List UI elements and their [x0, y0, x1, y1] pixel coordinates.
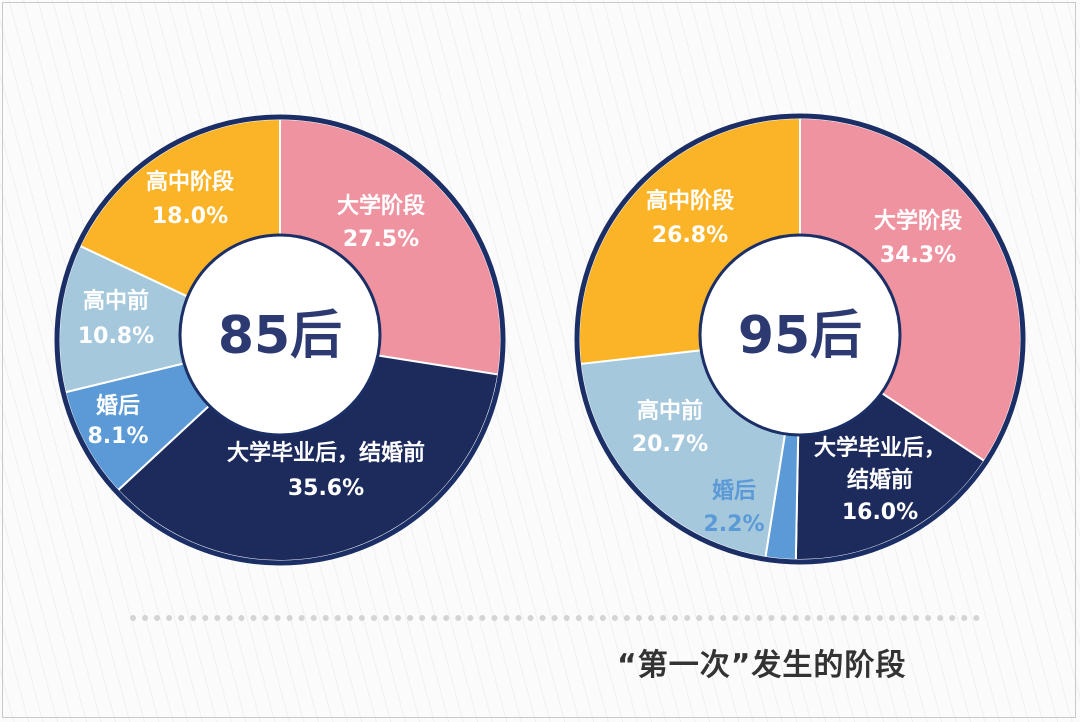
center-label-85: 85后 — [218, 306, 342, 366]
pie-outer-ring — [54, 114, 506, 566]
chart-caption: “第一次”发生的阶段 — [617, 648, 907, 683]
slice-name-daxue: 大学阶段 — [874, 208, 962, 234]
slice-value-biye: 16.0% — [842, 500, 918, 525]
slice-name-gaozhong: 高中阶段 — [646, 188, 734, 214]
slice-name-gaozhong: 高中阶段 — [146, 169, 234, 195]
pie-chart-85: 85后 大学阶段 27.5% 大学毕业后，结婚前 35.6% 婚后 8.1% 高… — [54, 114, 506, 566]
slice-value-hunhou: 2.2% — [703, 512, 764, 537]
slice-name-biye-line1: 大学毕业后， — [814, 435, 946, 461]
slice-name-hunhou: 婚后 — [96, 393, 140, 419]
pie-outer-ring — [574, 113, 1026, 565]
pie-chart-95: 95后 大学阶段 34.3% 16.0% 婚后 2.2% 高中前 20.7% 高… — [574, 113, 1026, 565]
slice-value-gaozhongqian: 10.8% — [78, 324, 154, 349]
slice-name-biye-line2: 结婚前 — [847, 467, 913, 493]
slice-value-daxue: 34.3% — [880, 243, 956, 268]
slice-value-gaozhong: 18.0% — [152, 204, 228, 229]
slice-name-biye: 大学毕业后，结婚前 — [227, 440, 425, 466]
slice-name-gaozhongqian: 高中前 — [83, 288, 149, 314]
slice-name-hunhou: 婚后 — [712, 478, 756, 504]
slice-name-daxue: 大学阶段 — [337, 193, 425, 219]
slice-value-gaozhong: 26.8% — [652, 223, 728, 248]
slice-value-hunhou: 8.1% — [87, 424, 148, 449]
slice-name-gaozhongqian: 高中前 — [637, 398, 703, 424]
slice-value-gaozhongqian: 20.7% — [632, 432, 708, 457]
slice-value-daxue: 27.5% — [343, 227, 419, 252]
pie-center-circle — [178, 233, 382, 437]
center-label-95: 95后 — [738, 306, 862, 366]
pie-center-circle — [698, 233, 902, 437]
slice-value-biye: 35.6% — [288, 476, 364, 501]
dotted-divider — [130, 615, 980, 621]
